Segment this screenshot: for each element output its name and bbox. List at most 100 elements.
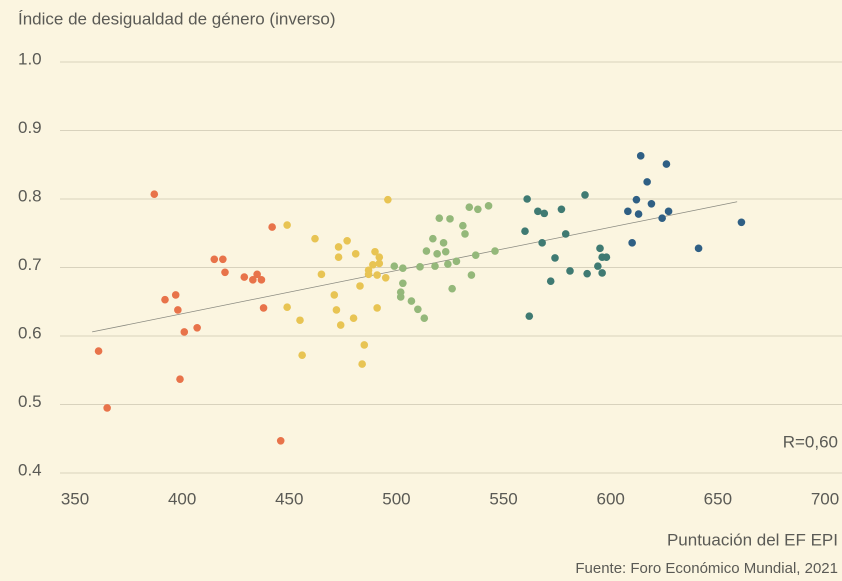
x-tick-label: 650 bbox=[704, 489, 732, 508]
point bbox=[448, 284, 456, 293]
point bbox=[330, 291, 339, 299]
point bbox=[583, 269, 591, 278]
point bbox=[551, 254, 559, 262]
annotation: R=0,60 bbox=[783, 432, 838, 451]
point bbox=[534, 207, 542, 216]
point bbox=[259, 304, 268, 312]
point bbox=[561, 230, 570, 238]
point bbox=[632, 195, 641, 204]
point bbox=[375, 259, 384, 268]
point bbox=[429, 234, 437, 243]
point bbox=[435, 214, 444, 222]
x-tick-label: 500 bbox=[382, 489, 410, 508]
point bbox=[422, 247, 431, 255]
point bbox=[636, 152, 645, 160]
y-tick-label: 0.6 bbox=[18, 323, 42, 342]
point bbox=[360, 341, 369, 349]
point bbox=[219, 255, 227, 264]
x-tick-label: 400 bbox=[168, 489, 196, 508]
point bbox=[343, 236, 351, 245]
point bbox=[334, 243, 343, 251]
point bbox=[566, 267, 574, 275]
x-tick-label: 700 bbox=[811, 489, 839, 508]
point bbox=[694, 244, 703, 253]
point bbox=[634, 210, 643, 218]
point bbox=[441, 247, 450, 256]
x-tick-label: 550 bbox=[489, 489, 517, 508]
point bbox=[174, 306, 182, 314]
point bbox=[420, 314, 429, 322]
point bbox=[351, 250, 360, 258]
point bbox=[364, 266, 373, 275]
point bbox=[540, 209, 549, 218]
point bbox=[647, 199, 656, 208]
point bbox=[94, 347, 103, 355]
point bbox=[459, 221, 467, 230]
chart-title: Índice de desigualdad de género (inverso… bbox=[18, 9, 336, 28]
point bbox=[484, 202, 493, 210]
x-axis-label: Puntuación del EF EPI bbox=[667, 530, 838, 549]
point bbox=[381, 273, 390, 282]
point bbox=[180, 328, 189, 336]
point bbox=[249, 276, 257, 284]
point bbox=[283, 221, 291, 229]
x-tick-label: 450 bbox=[275, 489, 303, 508]
point bbox=[598, 269, 606, 277]
trend-line bbox=[92, 201, 738, 333]
point bbox=[334, 253, 343, 262]
point bbox=[474, 205, 482, 214]
point bbox=[371, 247, 379, 256]
point bbox=[221, 268, 229, 277]
point bbox=[253, 270, 261, 279]
point bbox=[257, 276, 266, 284]
point bbox=[171, 291, 180, 299]
point bbox=[581, 191, 589, 199]
point bbox=[664, 207, 673, 216]
point bbox=[276, 437, 285, 445]
point bbox=[737, 218, 746, 227]
point bbox=[296, 316, 304, 325]
point bbox=[416, 263, 424, 271]
point bbox=[658, 214, 666, 222]
point bbox=[461, 230, 469, 238]
point bbox=[298, 351, 306, 359]
point bbox=[317, 270, 326, 279]
point bbox=[452, 257, 461, 266]
point bbox=[525, 312, 534, 320]
point bbox=[431, 262, 439, 270]
point bbox=[491, 247, 499, 255]
point bbox=[283, 303, 291, 312]
point bbox=[268, 223, 276, 231]
point bbox=[399, 264, 407, 272]
point bbox=[103, 404, 111, 412]
point bbox=[602, 253, 611, 262]
point bbox=[538, 239, 546, 247]
point bbox=[375, 253, 384, 262]
y-tick-label: 0.9 bbox=[18, 118, 42, 137]
x-tick-label: 600 bbox=[597, 489, 625, 508]
point bbox=[594, 262, 602, 270]
point bbox=[240, 273, 249, 281]
point bbox=[643, 178, 651, 186]
point bbox=[390, 262, 399, 270]
point bbox=[176, 375, 184, 383]
point bbox=[396, 288, 405, 296]
x-tick-label: 350 bbox=[61, 489, 89, 508]
point bbox=[444, 260, 452, 268]
point bbox=[439, 239, 448, 247]
point bbox=[465, 203, 474, 212]
point bbox=[349, 314, 358, 322]
point bbox=[521, 227, 529, 235]
point bbox=[193, 323, 201, 332]
point bbox=[150, 190, 159, 199]
point bbox=[311, 234, 319, 243]
point bbox=[433, 250, 441, 258]
point bbox=[523, 195, 531, 203]
point bbox=[210, 255, 219, 264]
point bbox=[161, 295, 169, 304]
y-tick-label: 0.4 bbox=[18, 460, 42, 479]
point bbox=[332, 306, 341, 314]
point bbox=[446, 215, 454, 223]
point bbox=[662, 160, 671, 168]
